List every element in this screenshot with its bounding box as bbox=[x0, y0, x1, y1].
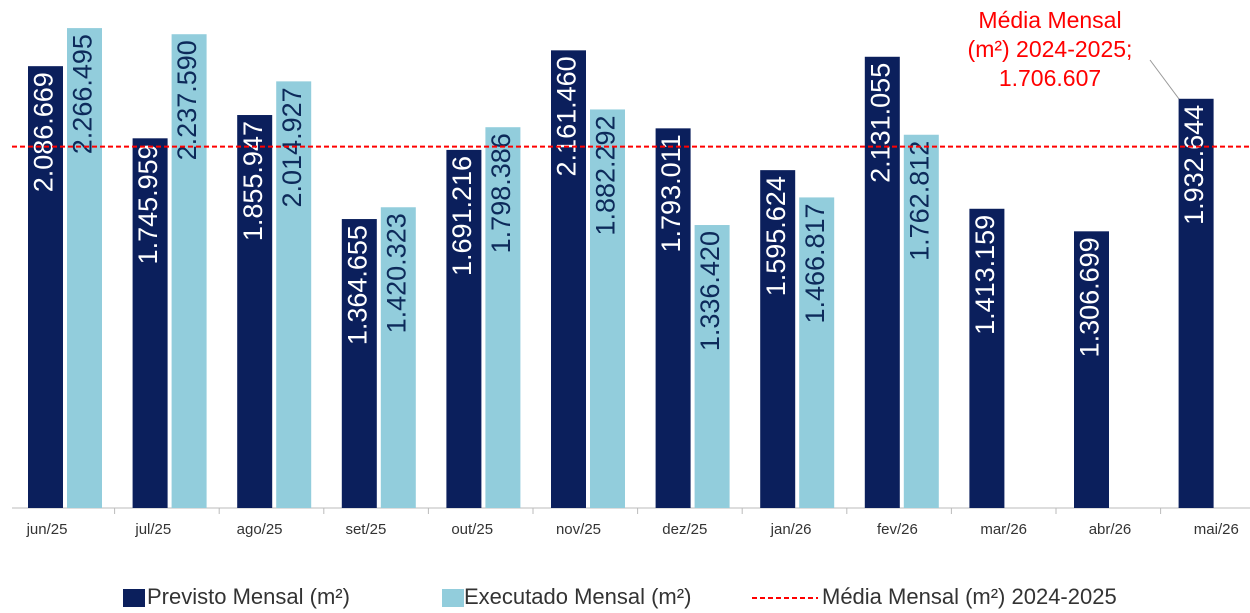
value-label: 1.882.292 bbox=[591, 115, 621, 235]
x-tick-label: abr/26 bbox=[1089, 521, 1132, 538]
value-label: 1.762.812 bbox=[904, 141, 934, 261]
value-label: 1.798.386 bbox=[486, 133, 516, 253]
bar bbox=[237, 115, 273, 508]
x-tick-label: mai/26 bbox=[1194, 521, 1239, 538]
bar bbox=[1074, 231, 1109, 509]
value-label: 2.161.460 bbox=[552, 56, 582, 176]
value-label: 1.793.011 bbox=[656, 134, 686, 252]
x-tick-label: mar/26 bbox=[980, 521, 1027, 538]
value-label: 1.745.959 bbox=[133, 144, 163, 264]
legend-label: Previsto Mensal (m²) bbox=[147, 584, 350, 609]
x-tick-label: jan/26 bbox=[770, 521, 812, 538]
bar bbox=[655, 128, 691, 508]
bar bbox=[446, 149, 482, 509]
bar bbox=[1178, 98, 1214, 509]
legend-swatch bbox=[123, 589, 145, 607]
bar bbox=[864, 56, 900, 508]
x-tick-label: jun/25 bbox=[26, 521, 68, 538]
bar bbox=[341, 219, 377, 508]
annotation: 1.706.607 bbox=[999, 65, 1101, 91]
value-label: 2.131.055 bbox=[865, 63, 895, 183]
x-tick-label: ago/25 bbox=[237, 521, 283, 538]
legend-swatch bbox=[442, 589, 464, 607]
bar bbox=[551, 50, 586, 508]
bar bbox=[969, 208, 1005, 509]
value-label: 2.237.590 bbox=[172, 40, 202, 160]
value-label: 1.691.216 bbox=[447, 156, 477, 276]
value-label: 1.595.624 bbox=[761, 176, 791, 296]
bar bbox=[28, 66, 63, 508]
value-label: 1.413.159 bbox=[970, 215, 1000, 335]
value-label: 1.466.817 bbox=[800, 203, 830, 323]
bar bbox=[694, 225, 730, 508]
bar bbox=[276, 81, 312, 508]
value-label: 2.086.669 bbox=[29, 72, 59, 192]
bar bbox=[132, 138, 168, 508]
x-tick-label: out/25 bbox=[451, 521, 493, 538]
value-label: 1.306.699 bbox=[1075, 237, 1105, 357]
x-tick-label: dez/25 bbox=[662, 521, 707, 538]
x-tick-label: jul/25 bbox=[134, 521, 171, 538]
bar bbox=[380, 207, 416, 509]
bar bbox=[171, 34, 207, 509]
value-label: 1.932.644 bbox=[1179, 105, 1209, 225]
bar bbox=[903, 134, 939, 508]
bar bbox=[67, 28, 102, 508]
value-label: 1.420.323 bbox=[381, 213, 411, 333]
value-label: 1.855.947 bbox=[238, 121, 268, 241]
legend-label: Executado Mensal (m²) bbox=[464, 584, 691, 609]
annotation: (m²) 2024-2025; bbox=[968, 36, 1133, 62]
annotation: Média Mensal bbox=[978, 7, 1121, 33]
bar bbox=[760, 170, 796, 508]
value-label: 1.336.420 bbox=[695, 231, 725, 351]
bar bbox=[590, 109, 625, 508]
bar bbox=[799, 197, 835, 508]
value-label: 2.266.495 bbox=[68, 34, 98, 154]
x-tick-label: nov/25 bbox=[556, 521, 601, 538]
value-label: 1.364.655 bbox=[342, 225, 372, 345]
x-tick-label: set/25 bbox=[345, 521, 386, 538]
legend-label: Média Mensal (m²) 2024-2025 bbox=[822, 584, 1117, 609]
bar bbox=[485, 127, 521, 509]
x-tick-label: fev/26 bbox=[877, 521, 918, 538]
